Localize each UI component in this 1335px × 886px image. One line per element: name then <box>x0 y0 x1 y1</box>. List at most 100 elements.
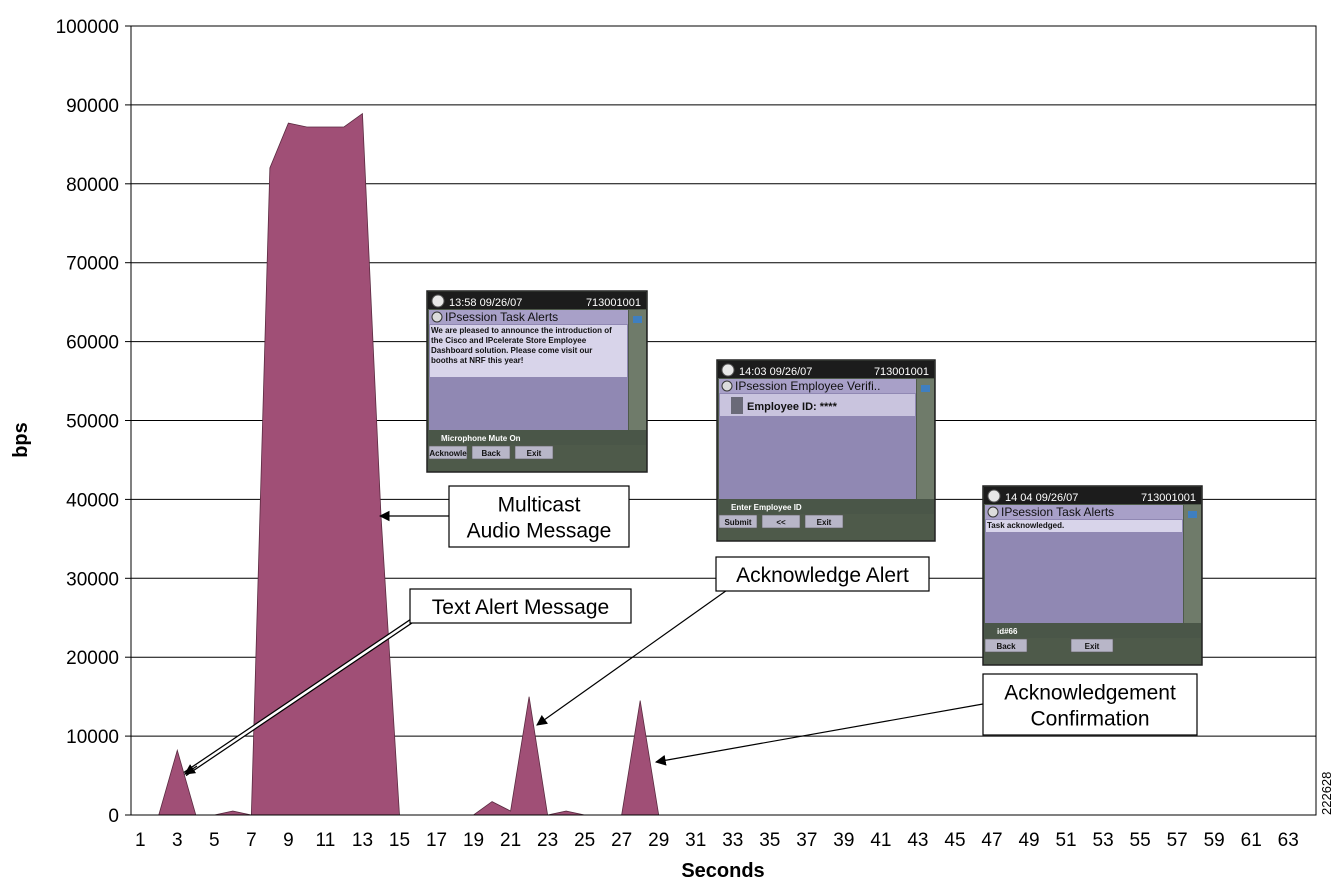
x-tick-label: 61 <box>1241 830 1262 851</box>
y-tick-label: 90000 <box>66 96 119 117</box>
phone-title-bar <box>429 310 628 324</box>
y-tick-label: 100000 <box>56 17 119 38</box>
x-tick-label: 45 <box>944 830 965 851</box>
x-tick-label: 17 <box>426 830 447 851</box>
phone-time: 13:58 09/26/07 <box>449 297 522 309</box>
callout-label: Text Alert Message <box>432 596 609 619</box>
phone-status: Microphone Mute On <box>441 434 521 443</box>
x-tick-label: 25 <box>574 830 595 851</box>
callout: Acknowledgement Confirmation <box>654 673 1198 766</box>
phone-status-bar <box>984 623 1201 638</box>
x-tick-label: 35 <box>759 830 780 851</box>
x-tick-labels: 1 3 5 7 9 11 13 15 17 19 21 23 25 27 29 31 33 35 37 39 41 43 4… <box>135 830 1299 851</box>
callout-arrowhead <box>184 764 198 775</box>
plot-area-border <box>130 25 1317 816</box>
phone-app-icon <box>431 311 443 323</box>
x-tick-label: 33 <box>722 830 743 851</box>
phone-title-bar <box>719 379 916 393</box>
x-tick-label: 13 <box>352 830 373 851</box>
x-tick-label: 9 <box>283 830 294 851</box>
phone-softkey <box>514 445 554 460</box>
phone-app-icon <box>721 380 733 392</box>
x-tick-label: 39 <box>833 830 854 851</box>
phone-line-icon <box>633 316 642 323</box>
x-tick-label: 55 <box>1130 830 1151 851</box>
phone-softkey <box>428 445 468 460</box>
x-tick-label: 53 <box>1093 830 1114 851</box>
y-tick-label: 0 <box>108 806 119 827</box>
phone-softkey <box>718 514 758 529</box>
x-tick-label: 3 <box>172 830 183 851</box>
x-tick-label: 63 <box>1278 830 1299 851</box>
x-tick-label: 37 <box>796 830 817 851</box>
x-tick-label: 5 <box>209 830 220 851</box>
phone-title: IPsession Task Alerts <box>1001 505 1114 519</box>
phone-status-bar <box>718 499 934 514</box>
phone-line-icon <box>921 385 930 392</box>
phone-body-highlight <box>986 520 1182 532</box>
phone-softkey <box>984 638 1028 653</box>
phone-title: IPsession Employee Verifi.. <box>735 379 880 393</box>
phone-body-line: booths at NRF this year! <box>431 356 523 365</box>
callout-box <box>409 588 632 624</box>
x-tick-label: 15 <box>389 830 410 851</box>
phone-line-icon <box>1188 511 1197 518</box>
phone-status-bar <box>428 430 646 445</box>
y-tick-label: 70000 <box>66 254 119 275</box>
phone-side-strip <box>1184 505 1201 628</box>
phone-number: 713001001 <box>1141 492 1196 504</box>
phone-screens: 13:58 09/26/07 713001001 IPsession Task Al… <box>426 290 1203 666</box>
phone-screen: 14 04 09/26/07 713001001 IPsession Task Al… <box>982 485 1203 666</box>
phone-softkey <box>1070 638 1114 653</box>
phone-screen: 13:58 09/26/07 713001001 IPsession Task Al… <box>426 290 648 473</box>
phone-side-strip <box>629 310 646 435</box>
phone-body-highlight <box>720 394 915 416</box>
x-tick-label: 43 <box>907 830 928 851</box>
phone-globe-icon <box>987 489 1001 503</box>
figure-id: 222628 <box>1319 772 1334 815</box>
x-tick-label: 7 <box>246 830 257 851</box>
y-tick-label: 30000 <box>66 569 119 590</box>
phone-time: 14:03 09/26/07 <box>739 366 812 378</box>
phone-softkey <box>804 514 844 529</box>
callout-label: Acknowledgement <box>1004 682 1176 705</box>
phone-softkey-label: Exit <box>1085 642 1100 651</box>
y-tick-label: 40000 <box>66 490 119 511</box>
phone-status: Enter Employee ID <box>731 503 802 512</box>
x-tick-label: 11 <box>316 830 336 851</box>
x-tick-label: 49 <box>1018 830 1039 851</box>
x-tick-label: 47 <box>981 830 1002 851</box>
phone-title-bar <box>985 505 1183 519</box>
x-axis-title: Seconds <box>681 860 764 882</box>
phone-body-highlight <box>430 325 627 377</box>
phone-softkey <box>761 514 801 529</box>
callout: Acknowledge Alert <box>536 556 930 726</box>
callouts: Multicast Audio Message Text Alert Message… <box>183 485 1198 777</box>
phone-header-bar <box>984 487 1201 504</box>
phone-title: IPsession Task Alerts <box>445 310 558 324</box>
phone-side-strip <box>917 379 934 504</box>
phone-softkey-label: Exit <box>817 518 832 527</box>
y-tick-label: 20000 <box>66 648 119 669</box>
phone-globe-icon <box>431 294 445 308</box>
callout-label: Acknowledge Alert <box>736 564 909 587</box>
phone-body-line: Dashboard solution. Please come visit ou… <box>431 346 592 355</box>
phone-header-bar <box>718 361 934 378</box>
phone-number: 713001001 <box>874 366 929 378</box>
y-tick-label: 60000 <box>66 333 119 354</box>
y-tick-label: 50000 <box>66 412 119 433</box>
phone-softkey-label: Back <box>481 449 501 458</box>
callout-arrow <box>536 587 731 726</box>
x-tick-label: 41 <box>870 830 891 851</box>
phone-softkey-label: Acknowle <box>429 449 467 458</box>
phone-softkey-label: Submit <box>724 518 751 527</box>
phone-time: 14 04 09/26/07 <box>1005 492 1078 504</box>
y-tick-label: 10000 <box>66 727 119 748</box>
phone-input-marker <box>731 397 743 414</box>
phone-content-area <box>985 519 1183 623</box>
callout-box <box>448 485 630 548</box>
phone-softkey <box>471 445 511 460</box>
callout-arrow-fill <box>184 618 414 776</box>
